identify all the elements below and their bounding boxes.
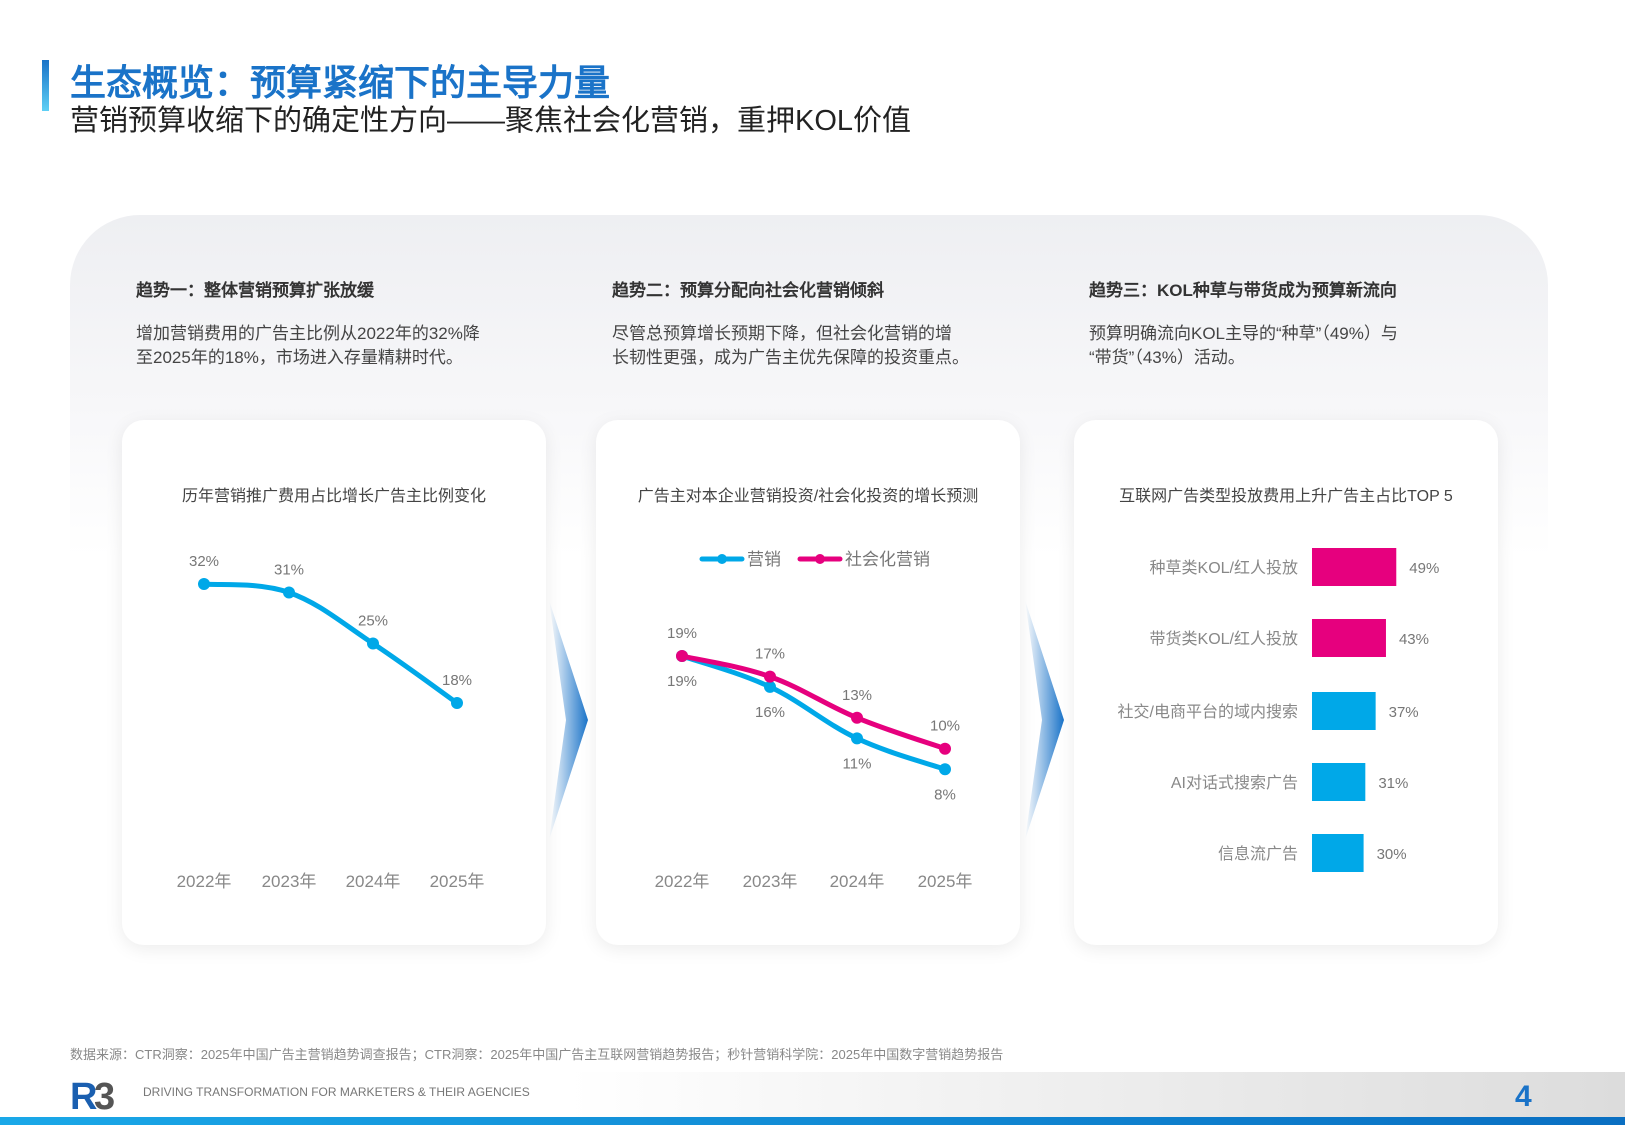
data-label: 17% <box>755 646 785 663</box>
data-point <box>851 732 863 745</box>
legend-marker <box>717 554 727 564</box>
chart-card-2: 广告主对本企业营销投资/社会化投资的增长预测 <box>596 420 1020 945</box>
bar <box>1312 834 1364 872</box>
chart-card-3: 互联网广告类型投放费用上升广告主占比TOP 5 <box>1074 420 1498 945</box>
bar <box>1312 763 1366 801</box>
trend-1-body: 增加营销费用的广告主比例从2022年的32%降 至2025年的18%，市场进入存量… <box>136 322 480 370</box>
x-tick-label: 2022年 <box>177 872 232 891</box>
data-point <box>851 711 863 724</box>
footer-stripe <box>0 1117 1625 1125</box>
x-tick-label: 2025年 <box>430 872 485 891</box>
x-tick-label: 2023年 <box>262 872 317 891</box>
bar <box>1312 692 1376 730</box>
data-label: 18% <box>442 672 472 689</box>
data-label: 10% <box>930 718 960 735</box>
chart-3-title: 互联网广告类型投放费用上升广告主占比TOP 5 <box>1119 488 1453 505</box>
bar-value-label: 30% <box>1377 846 1407 863</box>
trend-1-line-1: 增加营销费用的广告主比例从2022年的32%降 <box>136 324 480 343</box>
data-label: 25% <box>358 613 388 630</box>
x-tick-label: 2023年 <box>743 872 798 891</box>
trend-3-body: 预算明确流向KOL主导的“种草”（49%）与 “带货”（43%）活动。 <box>1089 322 1398 370</box>
trend-2-line-2: 长韧性更强，成为广告主优先保障的投资重点。 <box>612 348 969 367</box>
data-label: 16% <box>755 704 785 721</box>
bar <box>1312 619 1386 657</box>
data-point <box>939 742 951 755</box>
series-line <box>201 581 460 706</box>
bar-value-label: 43% <box>1399 631 1429 648</box>
arrow-right-icon <box>1025 600 1064 840</box>
svg-text:3: 3 <box>94 1077 115 1111</box>
data-label: 11% <box>843 755 872 772</box>
x-tick-label: 2024年 <box>830 872 885 891</box>
legend-label: 社会化营销 <box>845 550 930 569</box>
data-point <box>764 680 776 693</box>
data-point <box>367 637 379 650</box>
bar-category-label: 社交/电商平台的域内搜索 <box>1118 703 1298 721</box>
chart-2-title: 广告主对本企业营销投资/社会化投资的增长预测 <box>637 488 979 505</box>
bar-category-label: 信息流广告 <box>1218 845 1298 863</box>
bar-value-label: 37% <box>1389 704 1419 721</box>
chart-1-title: 历年营销推广费用占比增长广告主比例变化 <box>181 488 486 505</box>
bar <box>1312 548 1397 586</box>
svg-text:R: R <box>70 1077 97 1111</box>
bar-value-label: 31% <box>1378 775 1408 792</box>
data-point <box>283 586 295 599</box>
title-accent-bar <box>42 60 49 111</box>
trend-1-line-2: 至2025年的18%，市场进入存量精耕时代。 <box>136 348 463 367</box>
data-label: 19% <box>667 625 697 642</box>
data-source-note: 数据来源：CTR洞察：2025年中国广告主营销趋势调查报告；CTR洞察：2025… <box>70 1047 1004 1062</box>
series-line <box>679 653 948 772</box>
bar-value-label: 49% <box>1409 560 1439 577</box>
trend-3-line-1: 预算明确流向KOL主导的“种草”（49%）与 <box>1089 324 1398 343</box>
data-label: 32% <box>189 553 219 570</box>
data-label: 31% <box>274 562 304 579</box>
footer-band <box>0 1072 1625 1117</box>
legend-marker <box>815 554 825 564</box>
data-point <box>451 697 463 709</box>
data-label: 19% <box>667 673 697 690</box>
trend-2-line-1: 尽管总预算增长预期下降，但社会化营销的增 <box>612 324 952 343</box>
trend-1-heading: 趋势一：整体营销预算扩张放缓 <box>136 281 374 300</box>
data-point <box>764 670 776 683</box>
arrow-right-icon <box>549 600 588 840</box>
footer-tagline: DRIVING TRANSFORMATION FOR MARKETERS & T… <box>143 1085 530 1099</box>
r3-logo: R 3 <box>70 1077 115 1111</box>
data-point <box>198 578 210 590</box>
bar-category-label: 带货类KOL/红人投放 <box>1150 630 1298 648</box>
data-point <box>939 763 951 776</box>
data-label: 8% <box>934 786 956 803</box>
bar-category-label: 种草类KOL/红人投放 <box>1150 559 1298 577</box>
trend-3-heading: 趋势三：KOL种草与带货成为预算新流向 <box>1089 281 1397 300</box>
x-tick-label: 2022年 <box>655 872 710 891</box>
trend-2-heading: 趋势二：预算分配向社会化营销倾斜 <box>612 281 884 300</box>
trend-3-line-2: “带货”（43%）活动。 <box>1089 348 1245 367</box>
page-number: 4 <box>1515 1080 1532 1113</box>
legend-label: 营销 <box>747 550 781 569</box>
series-line <box>679 653 948 752</box>
bar-category-label: AI对话式搜索广告 <box>1171 774 1298 792</box>
trend-2-body: 尽管总预算增长预期下降，但社会化营销的增 长韧性更强，成为广告主优先保障的投资重点… <box>612 322 969 370</box>
data-point <box>676 650 688 662</box>
page-subtitle: 营销预算收缩下的确定性方向——聚焦社会化营销，重押KOL价值 <box>70 105 912 137</box>
chart-card-1: 历年营销推广费用占比增长广告主比例变化 <box>122 420 546 945</box>
x-tick-label: 2025年 <box>918 872 973 891</box>
page-title: 生态概览：预算紧缩下的主导力量 <box>70 62 611 103</box>
x-tick-label: 2024年 <box>346 872 401 891</box>
data-label: 13% <box>842 687 872 704</box>
